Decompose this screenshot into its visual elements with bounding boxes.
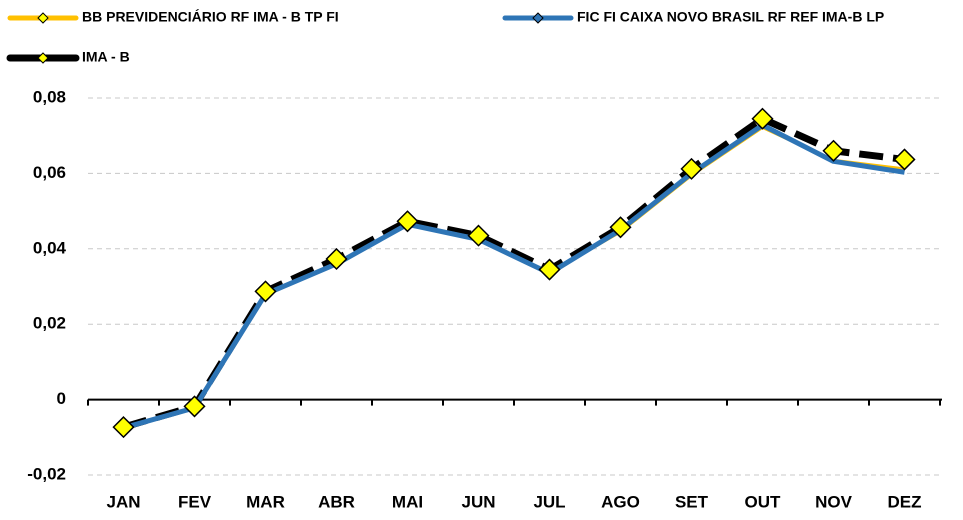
data-marker	[609, 216, 632, 239]
legend-marker	[37, 12, 49, 24]
data-marker	[751, 107, 774, 130]
data-marker	[325, 247, 348, 271]
data-marker	[183, 395, 206, 418]
x-tick-label: DEZ	[888, 492, 922, 511]
x-tick-label: JUN	[461, 492, 495, 511]
x-tick-label: AGO	[601, 492, 640, 511]
legend-label: FIC FI CAIXA NOVO BRASIL RF REF IMA-B LP	[577, 9, 884, 25]
x-tick-label: NOV	[815, 492, 853, 511]
y-tick-label: 0,06	[33, 163, 66, 182]
data-marker	[538, 258, 561, 281]
y-tick-label: 0,08	[33, 87, 66, 106]
legend-marker	[37, 52, 49, 64]
data-marker	[893, 148, 916, 171]
legend-label: IMA - B	[82, 49, 130, 65]
data-marker	[680, 157, 703, 180]
data-marker	[396, 210, 419, 233]
series-line	[123, 125, 905, 429]
x-tick-label: MAR	[246, 492, 285, 511]
y-tick-label: 0,02	[33, 314, 66, 333]
data-marker	[254, 280, 277, 303]
data-marker	[822, 139, 845, 162]
x-tick-label: ABR	[318, 492, 355, 511]
data-marker	[467, 224, 490, 247]
x-tick-label: MAI	[392, 492, 423, 511]
legend-marker	[532, 12, 544, 24]
x-tick-label: FEV	[178, 492, 212, 511]
legend-label: BB PREVIDENCIÁRIO RF IMA - B TP FI	[82, 9, 339, 25]
series-line	[122, 122, 905, 431]
y-tick-label: 0,04	[33, 238, 67, 257]
x-tick-label: JAN	[106, 492, 140, 511]
y-tick-label: 0	[57, 389, 66, 408]
x-tick-label: OUT	[745, 492, 782, 511]
data-marker	[112, 416, 135, 439]
y-tick-label: -0,02	[27, 464, 66, 483]
x-tick-label: JUL	[533, 492, 565, 511]
series-line	[122, 115, 905, 431]
x-tick-label: SET	[675, 492, 709, 511]
